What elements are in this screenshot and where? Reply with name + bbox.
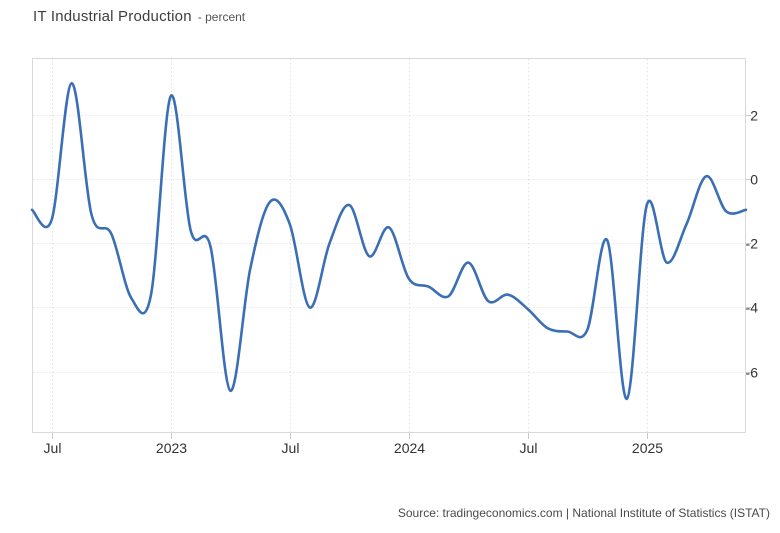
x-axis-label: Jul	[44, 440, 62, 456]
chart-subtitle: - percent	[197, 10, 246, 24]
source-attribution: Source: tradingeconomics.com | National …	[397, 506, 770, 520]
plot-border	[32, 58, 746, 433]
x-axis-label: 2025	[632, 440, 663, 456]
x-axis-label: Jul	[282, 440, 300, 456]
y-axis-label: 2	[750, 108, 758, 124]
y-axis-label: -4	[746, 300, 759, 316]
x-axis-label: 2024	[394, 440, 425, 456]
series-line[interactable]	[30, 81, 748, 401]
x-axis-label: 2023	[156, 440, 187, 456]
y-axis-label: -2	[746, 236, 759, 252]
y-axis-label: -6	[746, 365, 759, 381]
y-axis-label: 0	[750, 172, 758, 188]
chart-header: IT Industrial Production - percent	[33, 8, 245, 25]
chart-title: IT Industrial Production	[33, 8, 192, 25]
x-axis-label: Jul	[520, 440, 538, 456]
